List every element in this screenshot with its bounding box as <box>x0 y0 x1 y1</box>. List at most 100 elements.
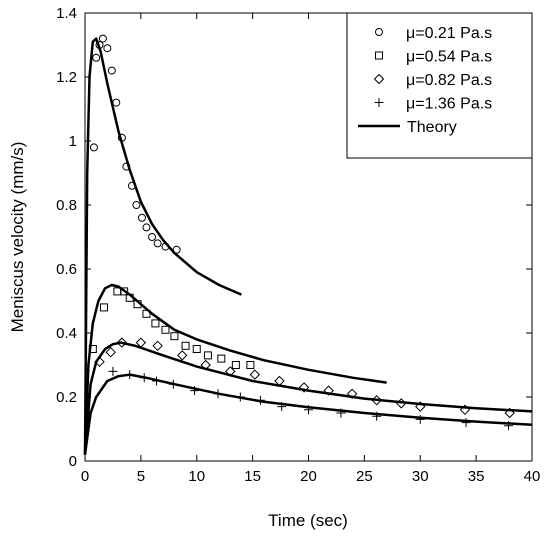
plus-marker <box>277 402 287 412</box>
square-marker <box>231 361 240 369</box>
square-marker <box>192 345 201 353</box>
plus-marker <box>372 411 382 421</box>
plus-marker <box>168 379 178 389</box>
circle-marker <box>92 53 101 62</box>
plus-marker <box>415 414 425 424</box>
legend-diamond-swatch <box>373 73 385 85</box>
diamond-marker <box>396 398 407 409</box>
data-markers <box>88 34 515 431</box>
diamond-marker <box>371 394 382 406</box>
plus-marker <box>235 392 245 402</box>
y-tick-label: 1.4 <box>56 5 77 22</box>
circle-marker <box>103 44 112 53</box>
circle-marker <box>142 223 151 232</box>
diamond-marker <box>135 337 147 348</box>
square-marker <box>161 325 170 334</box>
plus-marker <box>139 373 149 383</box>
circle-marker <box>95 41 104 49</box>
circle-marker <box>98 34 107 43</box>
x-tick-label: 40 <box>524 468 541 485</box>
square-marker <box>217 354 226 363</box>
x-tick-label: 30 <box>412 468 429 485</box>
circle-marker <box>89 143 98 152</box>
theory-curve <box>83 283 387 455</box>
diamond-marker <box>274 375 285 387</box>
diamond-marker <box>116 337 128 348</box>
legend-label: Theory <box>407 119 457 136</box>
y-axis-label: Meniscus velocity (mm/s) <box>8 142 27 333</box>
square-marker <box>170 332 179 341</box>
square-marker <box>203 351 212 360</box>
diamond-marker <box>177 350 188 361</box>
plus-marker <box>190 386 200 396</box>
square-marker <box>246 361 255 369</box>
diamond-marker <box>504 407 515 419</box>
legend-square-swatch <box>375 51 383 60</box>
theory-curve <box>83 37 242 455</box>
diamond-marker <box>105 346 116 358</box>
diamond-marker <box>94 356 105 368</box>
circle-marker <box>148 233 157 241</box>
diamond-marker <box>200 359 211 371</box>
plus-marker <box>108 366 118 376</box>
plus-marker <box>152 376 162 386</box>
square-marker <box>151 319 160 328</box>
legend-label: μ=0.82 Pa.s <box>406 72 492 89</box>
legend-box <box>346 12 533 159</box>
plus-marker <box>461 418 471 428</box>
circle-marker <box>153 239 162 248</box>
diamond-marker <box>459 404 471 416</box>
x-tick-label: 20 <box>300 468 317 485</box>
circle-marker <box>112 98 121 107</box>
x-tick-label: 35 <box>468 468 485 485</box>
legend-plus-swatch <box>374 98 384 107</box>
plus-marker <box>504 421 514 431</box>
diamond-marker <box>249 369 261 380</box>
x-tick-label: 15 <box>244 468 261 485</box>
plus-marker <box>304 405 313 415</box>
circle-marker <box>117 133 126 142</box>
square-marker <box>133 300 142 309</box>
y-tick-label: 1 <box>69 133 77 150</box>
y-tick-label: 1.2 <box>56 69 77 86</box>
theory-curve <box>83 341 533 455</box>
circle-marker <box>122 162 131 171</box>
plus-marker <box>255 395 265 405</box>
plus-marker <box>125 370 135 380</box>
y-tick-label: 0.8 <box>56 197 77 214</box>
circle-marker <box>172 245 181 254</box>
square-marker <box>125 293 134 302</box>
legend: μ=0.21 Pa.s μ=0.54 Pa.s μ=0.82 Pa.s μ=1.36 … <box>346 12 533 159</box>
y-tick-label: 0.2 <box>56 389 77 406</box>
x-tick-label: 10 <box>188 468 205 485</box>
plus-marker <box>336 408 346 418</box>
y-tick-label: 0.6 <box>56 261 77 278</box>
x-axis-label: Time (sec) <box>268 511 348 530</box>
square-marker <box>120 287 129 296</box>
circle-marker <box>132 201 141 209</box>
diamond-marker <box>346 388 358 400</box>
circle-marker <box>161 242 170 251</box>
y-tick-label: 0.4 <box>56 325 77 342</box>
square-marker <box>88 345 97 353</box>
legend-label: μ=0.54 Pa.s <box>406 49 492 66</box>
diamond-marker <box>415 401 426 412</box>
legend-label: μ=1.36 Pa.s <box>406 96 492 113</box>
axis-ticks: 0 5 10 15 20 25 30 35 40 0 0.2 0.4 0.6 0.8 1 1.2 1.4 <box>56 5 540 485</box>
diamond-marker <box>298 382 310 393</box>
x-tick-label: 25 <box>356 468 373 485</box>
plus-marker <box>213 389 223 399</box>
circle-marker <box>127 181 136 190</box>
diamond-marker <box>225 366 236 377</box>
square-marker <box>181 341 190 350</box>
x-tick-label: 0 <box>81 468 89 485</box>
legend-circle-swatch <box>375 28 383 36</box>
legend-label: μ=0.21 Pa.s <box>406 25 492 42</box>
x-tick-label: 5 <box>137 468 145 485</box>
circle-marker <box>107 66 116 75</box>
square-marker <box>99 303 108 312</box>
circle-marker <box>137 213 146 222</box>
diamond-marker <box>323 385 334 396</box>
y-tick-label: 0 <box>69 453 77 470</box>
